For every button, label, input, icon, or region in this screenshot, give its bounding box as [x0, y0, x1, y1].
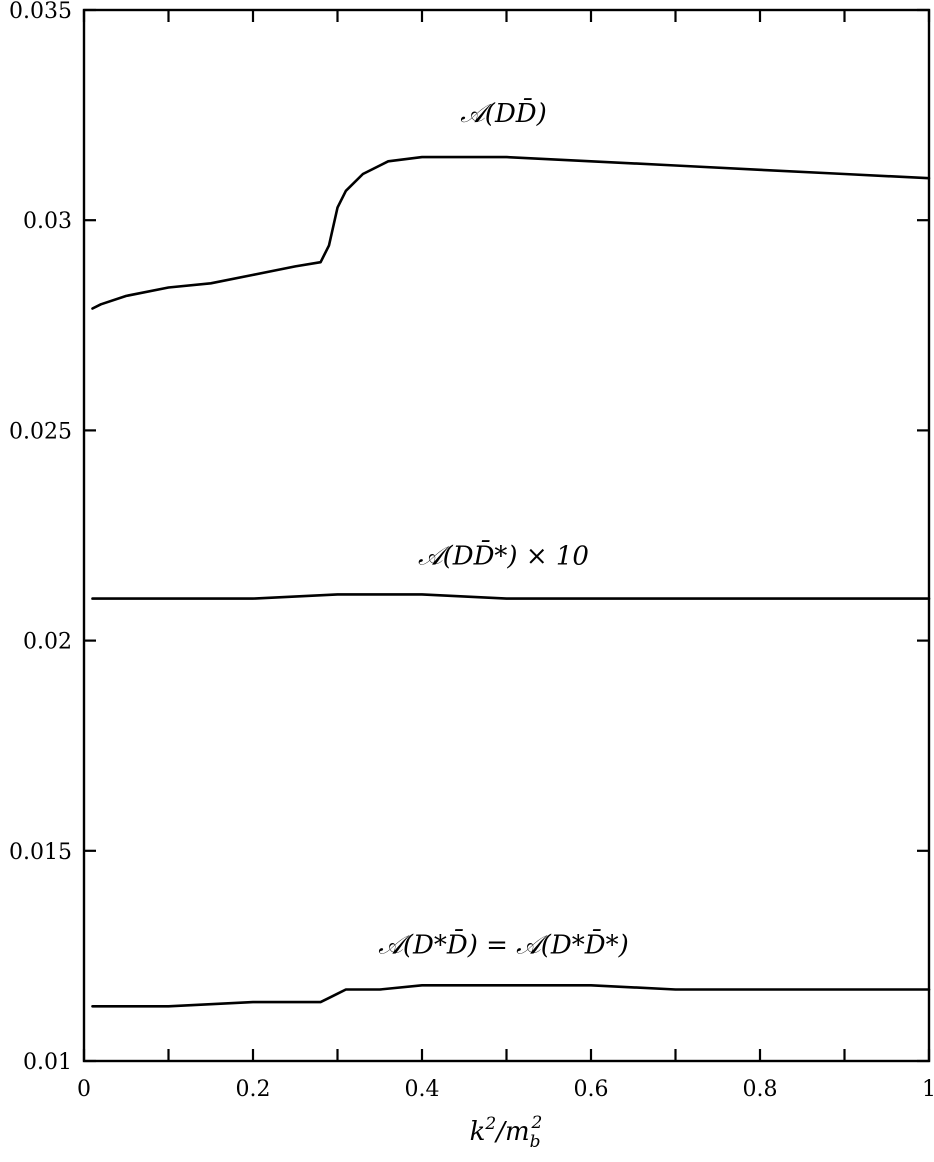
series-label-0: 𝒜(DD̄) — [460, 97, 547, 129]
x-tick-label: 1 — [922, 1077, 934, 1102]
x-tick-label: 0.8 — [743, 1077, 778, 1102]
series-labels: 𝒜(DD̄) 𝒜(DD̄*) × 10 𝒜(D*D̄) = 𝒜(D*D̄*) — [378, 97, 628, 960]
x-tick-label: 0.2 — [236, 1077, 271, 1102]
series-lines — [91, 155, 931, 1008]
xlabel-k: k — [470, 1117, 486, 1147]
series-label-2: 𝒜(D*D̄) = 𝒜(D*D̄*) — [378, 929, 628, 961]
axis-ticks — [82, 8, 931, 1063]
axis-tick-labels: 0 0.2 0.4 0.6 0.8 1 0.01 0.015 0.02 0.025 0.03 0.03… — [9, 0, 934, 1102]
series-line-2 — [91, 983, 931, 1008]
series-label-1: 𝒜(DD̄*) × 10 — [418, 540, 589, 572]
y-tick-label: 0.025 — [9, 419, 72, 444]
xlabel-sub: b — [530, 1132, 541, 1152]
plot-frame — [82, 8, 931, 1063]
y-tick-label: 0.035 — [9, 0, 72, 24]
x-axis-label: k2/mb2 — [470, 1113, 543, 1152]
series-line-1 — [91, 593, 931, 600]
x-tick-label: 0 — [77, 1077, 91, 1102]
x-tick-label: 0.4 — [405, 1077, 440, 1102]
xlabel-sup: 2 — [484, 1114, 496, 1134]
y-tick-label: 0.015 — [9, 840, 72, 865]
xlabel-sup2: 2 — [531, 1113, 543, 1133]
xlabel-m: /m — [493, 1117, 529, 1147]
y-tick-label: 0.01 — [23, 1050, 72, 1075]
series-line-0 — [91, 155, 931, 310]
x-tick-label: 0.6 — [574, 1077, 609, 1102]
y-tick-label: 0.03 — [23, 209, 72, 234]
y-tick-label: 0.02 — [23, 630, 72, 655]
